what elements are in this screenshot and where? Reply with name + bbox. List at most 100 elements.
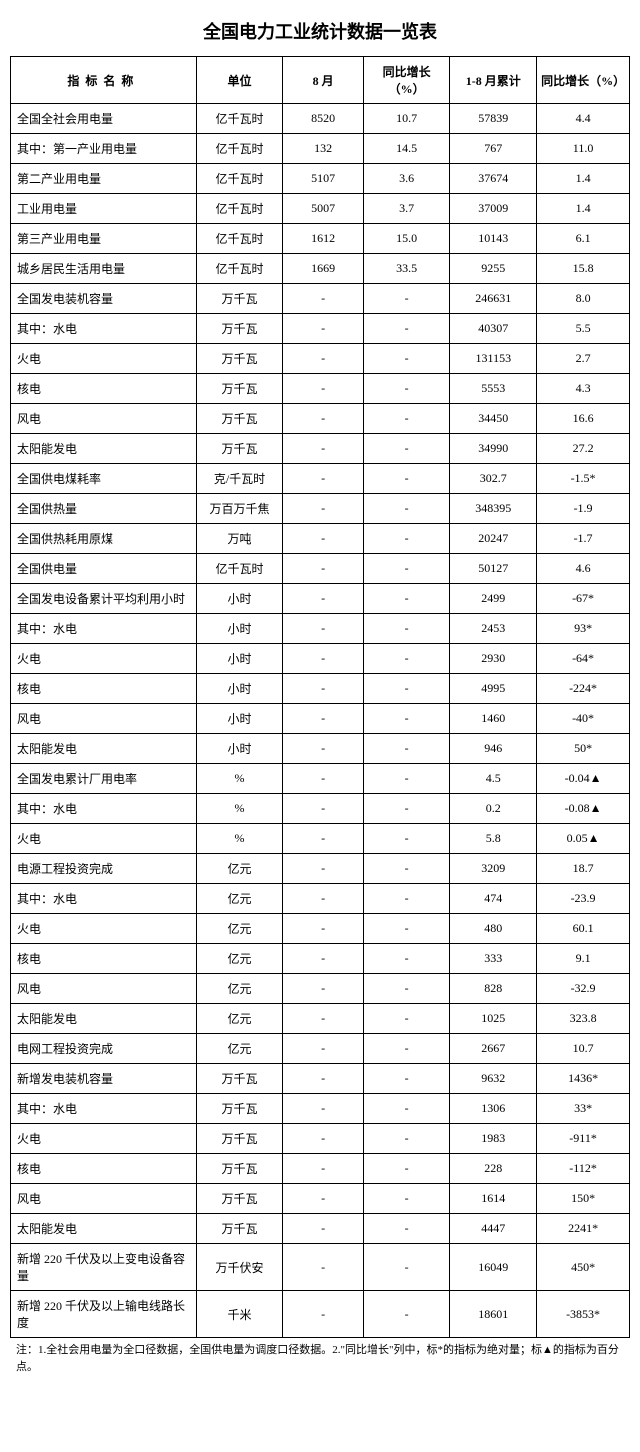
cell-unit: 小时 [196, 734, 283, 764]
indicator-name: 其中：水电 [11, 884, 197, 914]
cell-cum: 1460 [450, 704, 537, 734]
cell-unit: 亿千瓦时 [196, 134, 283, 164]
cell-aug: - [283, 1004, 363, 1034]
cell-yoy1: - [363, 974, 450, 1004]
cell-unit: 万百万千焦 [196, 494, 283, 524]
cell-yoy2: -1.9 [537, 494, 630, 524]
cell-aug: - [283, 554, 363, 584]
indicator-name: 火电 [11, 824, 197, 854]
table-row: 火电小时--2930-64* [11, 644, 630, 674]
indicator-name: 其中：水电 [11, 1094, 197, 1124]
cell-unit: 万千瓦 [196, 1124, 283, 1154]
cell-yoy1: - [363, 1034, 450, 1064]
cell-yoy1: - [363, 884, 450, 914]
cell-yoy1: - [363, 494, 450, 524]
cell-aug: 132 [283, 134, 363, 164]
cell-aug: - [283, 974, 363, 1004]
cell-yoy1: 10.7 [363, 104, 450, 134]
cell-cum: 50127 [450, 554, 537, 584]
cell-aug: - [283, 524, 363, 554]
cell-cum: 0.2 [450, 794, 537, 824]
cell-cum: 474 [450, 884, 537, 914]
table-row: 全国供热量万百万千焦--348395-1.9 [11, 494, 630, 524]
table-row: 核电万千瓦--55534.3 [11, 374, 630, 404]
indicator-name: 工业用电量 [11, 194, 197, 224]
cell-cum: 480 [450, 914, 537, 944]
cell-unit: 亿千瓦时 [196, 194, 283, 224]
cell-yoy1: - [363, 374, 450, 404]
cell-cum: 1025 [450, 1004, 537, 1034]
cell-aug: - [283, 1034, 363, 1064]
cell-unit: 万千瓦 [196, 1154, 283, 1184]
cell-cum: 4.5 [450, 764, 537, 794]
cell-cum: 57839 [450, 104, 537, 134]
cell-yoy2: 150* [537, 1184, 630, 1214]
table-row: 其中：水电万千瓦--130633* [11, 1094, 630, 1124]
indicator-name: 太阳能发电 [11, 434, 197, 464]
cell-aug: - [283, 914, 363, 944]
table-row: 新增 220 千伏及以上输电线路长度千米--18601-3853* [11, 1291, 630, 1338]
cell-aug: - [283, 404, 363, 434]
cell-aug: - [283, 344, 363, 374]
cell-yoy1: - [363, 824, 450, 854]
cell-yoy2: -112* [537, 1154, 630, 1184]
cell-aug: - [283, 734, 363, 764]
cell-yoy1: - [363, 704, 450, 734]
cell-aug: - [283, 794, 363, 824]
table-row: 火电万千瓦--1983-911* [11, 1124, 630, 1154]
table-row: 全国供电煤耗率克/千瓦时--302.7-1.5* [11, 464, 630, 494]
indicator-name: 全国供热耗用原煤 [11, 524, 197, 554]
cell-yoy1: - [363, 944, 450, 974]
cell-aug: - [283, 284, 363, 314]
cell-cum: 40307 [450, 314, 537, 344]
cell-yoy2: 8.0 [537, 284, 630, 314]
cell-yoy2: -1.7 [537, 524, 630, 554]
cell-yoy1: - [363, 914, 450, 944]
table-row: 其中：水电%--0.2-0.08▲ [11, 794, 630, 824]
cell-yoy1: - [363, 1154, 450, 1184]
indicator-name: 风电 [11, 1184, 197, 1214]
indicator-name: 新增 220 千伏及以上变电设备容量 [11, 1244, 197, 1291]
header-unit: 单位 [196, 57, 283, 104]
header-aug: 8 月 [283, 57, 363, 104]
cell-cum: 946 [450, 734, 537, 764]
cell-yoy2: -3853* [537, 1291, 630, 1338]
header-yoy2: 同比增长（%） [537, 57, 630, 104]
cell-aug: - [283, 644, 363, 674]
footnote: 注：1.全社会用电量为全口径数据，全国供电量为调度口径数据。2."同比增长"列中… [10, 1342, 630, 1375]
table-row: 全国发电累计厂用电率%--4.5-0.04▲ [11, 764, 630, 794]
table-row: 新增 220 千伏及以上变电设备容量万千伏安--16049450* [11, 1244, 630, 1291]
indicator-name: 全国供电量 [11, 554, 197, 584]
header-name: 指标名称 [11, 57, 197, 104]
cell-unit: % [196, 824, 283, 854]
table-row: 其中：水电亿元--474-23.9 [11, 884, 630, 914]
cell-unit: 万千瓦 [196, 1094, 283, 1124]
cell-aug: - [283, 494, 363, 524]
cell-yoy2: -911* [537, 1124, 630, 1154]
cell-yoy2: 4.4 [537, 104, 630, 134]
table-row: 风电小时--1460-40* [11, 704, 630, 734]
cell-yoy2: 4.6 [537, 554, 630, 584]
cell-yoy2: 18.7 [537, 854, 630, 884]
cell-cum: 333 [450, 944, 537, 974]
cell-yoy1: - [363, 584, 450, 614]
indicator-name: 风电 [11, 974, 197, 1004]
cell-aug: - [283, 584, 363, 614]
cell-yoy2: 33* [537, 1094, 630, 1124]
cell-yoy2: 27.2 [537, 434, 630, 464]
table-row: 风电亿元--828-32.9 [11, 974, 630, 1004]
cell-cum: 18601 [450, 1291, 537, 1338]
cell-aug: 5007 [283, 194, 363, 224]
cell-yoy2: 5.5 [537, 314, 630, 344]
cell-yoy2: 11.0 [537, 134, 630, 164]
cell-yoy2: 10.7 [537, 1034, 630, 1064]
cell-unit: 万千瓦 [196, 404, 283, 434]
cell-cum: 246631 [450, 284, 537, 314]
cell-unit: 小时 [196, 704, 283, 734]
cell-aug: - [283, 374, 363, 404]
indicator-name: 电源工程投资完成 [11, 854, 197, 884]
table-row: 工业用电量亿千瓦时50073.7370091.4 [11, 194, 630, 224]
table-row: 核电万千瓦--228-112* [11, 1154, 630, 1184]
cell-cum: 10143 [450, 224, 537, 254]
cell-cum: 302.7 [450, 464, 537, 494]
